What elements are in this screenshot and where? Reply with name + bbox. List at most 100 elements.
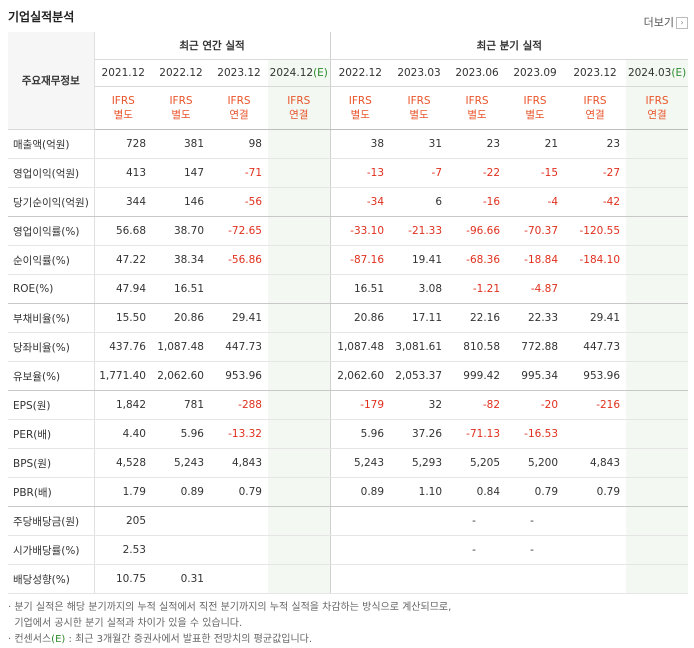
table-cell (626, 506, 689, 536)
table-cell: -15 (506, 158, 565, 188)
table-cell: -13 (329, 158, 391, 188)
table-cell: 147 (152, 158, 210, 188)
more-link[interactable]: 더보기 › (644, 14, 688, 30)
table-cell: 953.96 (210, 361, 268, 391)
period-header: 2023.06 (448, 59, 507, 87)
table-cell (626, 535, 689, 565)
table-cell: 16.51 (329, 274, 391, 304)
table-cell (268, 419, 331, 449)
standard-header: IFRS 별도 (506, 86, 565, 130)
table-cell (329, 506, 391, 536)
more-label[interactable]: 더보기 (643, 16, 674, 29)
table-cell: 5,200 (506, 448, 565, 478)
table-cell: -72.65 (210, 216, 268, 246)
table-cell: 5,243 (329, 448, 391, 478)
table-cell: 0.31 (152, 564, 210, 594)
row-label: 당기순이익(억원) (8, 187, 95, 217)
table-cell: 47.22 (94, 245, 152, 275)
table-cell (268, 477, 331, 507)
table-cell: 205 (94, 506, 152, 536)
table-cell (626, 564, 689, 594)
row-label: PBR(배) (8, 477, 95, 507)
standard-header: IFRS 연결 (626, 86, 689, 130)
estimate-mark: (E) (313, 67, 328, 79)
table-cell: -20 (506, 390, 565, 420)
table-cell: -82 (448, 390, 507, 420)
table-cell (448, 564, 507, 594)
table-cell: 15.50 (94, 303, 152, 333)
table-cell (564, 564, 627, 594)
standard-header: IFRS 연결 (268, 86, 331, 130)
table-cell (626, 419, 689, 449)
table-cell: 0.79 (564, 477, 627, 507)
table-cell: 10.75 (94, 564, 152, 594)
table-row: 유보율(%) 1,771.40 2,062.60 953.96 2,062.60 2,05… (8, 361, 689, 391)
table-cell: -216 (564, 390, 627, 420)
standard-header: IFRS 별도 (390, 86, 449, 130)
quarter-group-header: 최근 분기 실적 (329, 32, 689, 60)
table-cell: 0.89 (152, 477, 210, 507)
table-row: 주당배당금(원) 205 - - (8, 506, 689, 536)
table-cell: 20.86 (329, 303, 391, 333)
row-label: EPS(원) (8, 390, 95, 420)
row-label: 당좌비율(%) (8, 332, 95, 362)
table-cell: 413 (94, 158, 152, 188)
standard-header: IFRS 연결 (564, 86, 627, 130)
table-cell (626, 361, 689, 391)
table-cell: 5.96 (329, 419, 391, 449)
table-cell: 447.73 (210, 332, 268, 362)
table-cell: 2.53 (94, 535, 152, 565)
table-cell: 1,771.40 (94, 361, 152, 391)
table-cell (626, 187, 689, 217)
period-header: 2021.12 (94, 59, 152, 87)
estimate-mark: (E) (671, 67, 687, 79)
table-cell: 4,843 (210, 448, 268, 478)
table-cell: 19.41 (390, 245, 449, 275)
table-cell: 4.40 (94, 419, 152, 449)
table-cell: -7 (390, 158, 449, 188)
table-cell: 3,081.61 (390, 332, 449, 362)
table-cell (564, 419, 627, 449)
table-cell: -71 (210, 158, 268, 188)
table-cell (626, 216, 689, 246)
period-header: 2023.12 (564, 59, 627, 87)
table-cell (268, 274, 331, 304)
table-cell: -56 (210, 187, 268, 217)
table-cell: 4,528 (94, 448, 152, 478)
table-cell: 38.34 (152, 245, 210, 275)
chevron-right-icon[interactable]: › (676, 17, 688, 29)
table-cell: -22 (448, 158, 507, 188)
table-cell (268, 245, 331, 275)
row-label: 부채비율(%) (8, 303, 95, 333)
table-cell: 810.58 (448, 332, 507, 362)
table-cell: 22.33 (506, 303, 565, 333)
period-header: 2024.03(E) (626, 59, 689, 87)
row-label: ROE(%) (8, 274, 95, 304)
table-cell: 29.41 (564, 303, 627, 333)
table-cell: -21.33 (390, 216, 449, 246)
financial-table: 주요재무정보 최근 연간 실적 최근 분기 실적 2021.12 2022.12 2… (8, 32, 689, 594)
table-cell: 5,293 (390, 448, 449, 478)
table-cell: 23 (564, 129, 627, 159)
table-cell: 38 (329, 129, 391, 159)
table-cell: 2,062.60 (152, 361, 210, 391)
table-cell: -179 (329, 390, 391, 420)
table-row: PBR(배) 1.79 0.89 0.79 0.89 1.10 0.84 0.79 0.79 (8, 477, 689, 507)
table-cell (268, 535, 331, 565)
table-cell: -70.37 (506, 216, 565, 246)
table-cell: 999.42 (448, 361, 507, 391)
table-cell (564, 535, 627, 565)
table-row: BPS(원) 4,528 5,243 4,843 5,243 5,293 5,205 5,20… (8, 448, 689, 478)
table-cell: -96.66 (448, 216, 507, 246)
table-cell: -13.32 (210, 419, 268, 449)
table-cell (210, 274, 268, 304)
table-cell (626, 245, 689, 275)
table-cell: 17.11 (390, 303, 449, 333)
table-cell (564, 506, 627, 536)
table-cell: -87.16 (329, 245, 391, 275)
table-cell: - (448, 506, 507, 536)
table-cell (626, 274, 689, 304)
table-cell: 23 (448, 129, 507, 159)
table-cell (268, 564, 331, 594)
table-cell: 47.94 (94, 274, 152, 304)
